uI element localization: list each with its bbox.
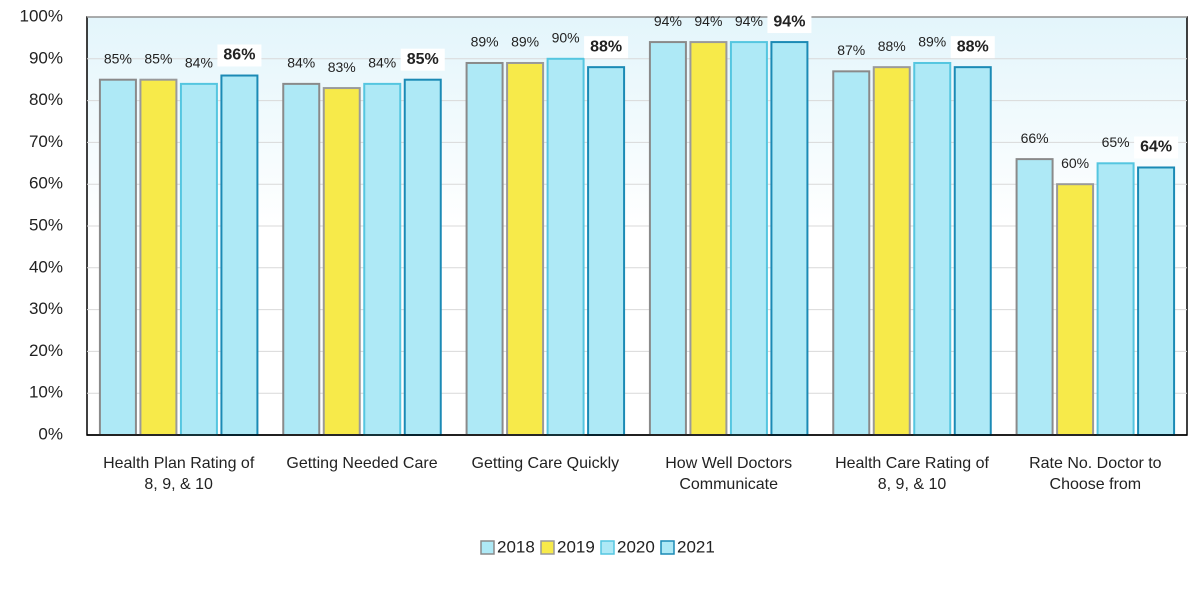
data-label: 86% <box>223 47 255 64</box>
data-label: 94% <box>654 13 682 29</box>
label-background <box>217 44 262 67</box>
x-tick-label: How Well Doctors <box>665 455 792 472</box>
data-label: 84% <box>185 55 213 71</box>
y-tick-label: 20% <box>29 341 63 360</box>
bar <box>98 78 137 436</box>
bar <box>729 41 768 437</box>
bar <box>1015 158 1054 436</box>
data-label: 84% <box>368 55 396 71</box>
label-background <box>400 48 445 71</box>
y-tick-label: 70% <box>29 132 63 151</box>
data-label: 88% <box>957 38 989 55</box>
data-label: 65% <box>1102 134 1130 150</box>
data-label: 94% <box>773 13 805 30</box>
bar <box>832 70 871 436</box>
bar <box>1137 166 1176 436</box>
y-tick-label: 30% <box>29 299 63 318</box>
y-tick-label: 100% <box>20 6 63 25</box>
label-background <box>767 11 812 34</box>
data-label: 85% <box>104 50 132 66</box>
data-label: 85% <box>407 51 439 68</box>
y-tick-label: 0% <box>38 424 63 443</box>
legend-label: 2021 <box>677 537 715 556</box>
x-tick-label: 8, 9, & 10 <box>878 476 947 493</box>
y-tick-label: 40% <box>29 257 63 276</box>
bar <box>506 61 545 436</box>
legend-label: 2019 <box>557 537 595 556</box>
legend-swatch <box>480 540 495 555</box>
x-tick-label: Communicate <box>679 476 778 493</box>
label-background <box>1134 136 1179 159</box>
bar <box>1056 183 1095 436</box>
bar <box>322 87 361 436</box>
y-tick-label: 60% <box>29 174 63 193</box>
x-tick-label: Health Plan Rating of <box>103 455 255 472</box>
bar <box>363 82 402 436</box>
x-tick-label: 8, 9, & 10 <box>144 476 213 493</box>
bar <box>648 41 687 437</box>
y-tick-label: 90% <box>29 48 63 67</box>
bar <box>953 66 992 436</box>
data-label: 89% <box>918 34 946 50</box>
x-tick-label: Health Care Rating of <box>835 455 989 472</box>
legend-swatch <box>540 540 555 555</box>
bar <box>1096 162 1135 437</box>
data-label: 89% <box>511 34 539 50</box>
label-background <box>950 36 995 59</box>
y-tick-label: 10% <box>29 383 63 402</box>
data-label: 89% <box>471 34 499 50</box>
data-label: 66% <box>1021 130 1049 146</box>
data-label: 90% <box>552 30 580 46</box>
bar <box>587 66 626 436</box>
label-background <box>584 36 629 59</box>
data-label: 88% <box>590 38 622 55</box>
bar <box>403 78 442 436</box>
bar <box>689 41 728 437</box>
x-tick-label: Rate No. Doctor to <box>1029 455 1162 472</box>
data-label: 87% <box>837 42 865 58</box>
data-label: 84% <box>287 55 315 71</box>
data-label: 94% <box>694 13 722 29</box>
bar <box>465 61 504 436</box>
legend-label: 2020 <box>617 537 655 556</box>
bar <box>546 57 585 437</box>
x-tick-label: Getting Care Quickly <box>472 455 620 472</box>
data-label: 60% <box>1061 155 1089 171</box>
data-label: 94% <box>735 13 763 29</box>
data-label: 83% <box>328 59 356 75</box>
bar <box>913 61 952 436</box>
legend-swatch <box>660 540 675 555</box>
bar <box>872 66 911 436</box>
data-label: 85% <box>144 50 172 66</box>
bar <box>770 41 809 437</box>
bar <box>220 74 259 437</box>
x-tick-label: Getting Needed Care <box>286 455 437 472</box>
y-tick-label: 80% <box>29 90 63 109</box>
legend-label: 2018 <box>497 537 535 556</box>
bar <box>282 82 321 436</box>
x-tick-label: Choose from <box>1050 476 1142 493</box>
data-label: 88% <box>878 38 906 54</box>
data-label: 64% <box>1140 139 1172 156</box>
bar <box>179 82 218 436</box>
legend-swatch <box>600 540 615 555</box>
bar <box>139 78 178 436</box>
y-tick-label: 50% <box>29 215 63 234</box>
